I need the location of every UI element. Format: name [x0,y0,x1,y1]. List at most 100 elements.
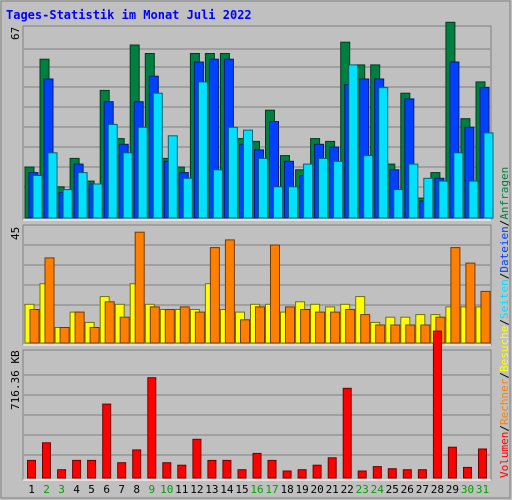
x-tick-label: 13 [205,483,218,496]
volume-bar-volumen-day-27 [417,469,427,479]
requests-bar-seiten-day-7 [122,152,133,219]
visits-bar-rechner-day-13 [209,247,220,344]
requests-ymax-label: 67 [9,27,22,40]
chart-panels [22,21,494,481]
requests-bar-seiten-day-5 [92,183,103,219]
visits-bar-rechner-day-18 [285,306,295,344]
requests-bar-seiten-day-16 [258,157,268,219]
legend-entry: / [498,425,511,432]
requests-bar-seiten-day-22 [348,64,359,219]
volume-bar-volumen-day-19 [297,469,307,479]
x-tick-label: 6 [103,483,110,496]
visits-bar-rechner-day-11 [179,306,190,344]
x-tick-label: 28 [431,483,444,496]
x-axis-day-labels: 1 2 3 4 5 6 7 8 9 10 11 12 13 14 15 16 17 18 19 20 21 22 23 24 2… [28,483,489,496]
x-tick-label: 29 [446,483,459,496]
volume-bar-volumen-day-22 [342,387,352,479]
volume-bar-volumen-day-28 [432,330,442,479]
visits-bar-rechner-day-12 [194,311,205,344]
x-tick-label: 10 [160,483,173,496]
x-tick-label: 12 [190,483,203,496]
volume-bar-volumen-day-16 [252,452,262,479]
requests-bar-seiten-day-8 [137,126,148,219]
x-tick-label: 8 [133,483,140,496]
x-tick-label: 18 [280,483,293,496]
legend-entry: Anfragen [498,167,511,220]
requests-bar-seiten-day-27 [423,177,434,219]
x-tick-label: 20 [310,483,323,496]
legend-entry: Volumen [498,432,511,478]
visits-panel [22,224,492,346]
requests-bar-seiten-day-26 [408,163,419,219]
visits-bar-rechner-day-20 [315,311,326,344]
x-tick-label: 31 [476,483,489,496]
requests-bar-seiten-day-17 [273,186,283,219]
requests-bar-seiten-day-13 [212,169,223,219]
volume-bar-volumen-day-30 [463,466,472,479]
requests-bar-seiten-day-21 [333,160,344,219]
visits-bar-rechner-day-30 [465,262,476,344]
x-tick-label: 1 [28,483,35,496]
x-tick-label: 9 [148,483,155,496]
right-legend: Volumen/Rechner/Besuche/Seiten/Dateien/A… [498,167,511,478]
visits-bar-rechner-day-7 [119,316,130,344]
legend-entry: / [498,273,511,280]
visits-bar-rechner-day-22 [345,309,356,344]
visits-bar-rechner-day-16 [255,306,265,344]
volume-bar-volumen-day-1 [27,459,36,479]
volume-bar-volumen-day-14 [222,459,232,479]
visits-bar-rechner-day-19 [300,309,311,344]
volume-bar-volumen-day-13 [207,459,217,479]
legend-entry: Rechner [498,378,511,425]
requests-bar-seiten-day-30 [468,180,479,219]
x-tick-label: 21 [326,483,339,496]
visits-bar-rechner-day-3 [59,327,70,344]
x-tick-label: 26 [401,483,414,496]
legend-entry: Seiten [498,279,511,319]
requests-bar-seiten-day-18 [288,186,298,219]
volume-bar-volumen-day-7 [117,462,127,479]
x-tick-label: 30 [461,483,474,496]
visits-bar-rechner-day-25 [390,324,401,344]
x-tick-label: 2 [43,483,50,496]
x-tick-label: 19 [295,483,308,496]
requests-bar-seiten-day-1 [32,175,43,219]
chart-title: Tages-Statistik im Monat Juli 2022 [6,8,252,22]
requests-bar-seiten-day-9 [152,92,163,219]
requests-bar-seiten-day-12 [197,81,208,219]
x-tick-label: 17 [265,483,278,496]
requests-bar-seiten-day-28 [438,180,449,219]
volume-bar-volumen-day-18 [282,470,292,479]
x-tick-label: 5 [88,483,95,496]
visits-ymax-label: 45 [9,227,22,240]
volume-bar-volumen-day-15 [237,469,247,479]
volume-bar-volumen-day-5 [87,459,97,479]
visits-bar-rechner-day-14 [224,239,235,344]
requests-bar-seiten-day-29 [453,152,464,219]
x-tick-label: 3 [58,483,65,496]
visits-bar-rechner-day-31 [480,290,491,344]
requests-bar-seiten-day-11 [182,177,193,219]
visits-bar-rechner-day-9 [149,306,160,344]
requests-bar-seiten-day-15 [243,129,253,219]
visits-bar-rechner-day-29 [450,247,461,344]
x-tick-label: 7 [118,483,125,496]
volume-bar-volumen-day-24 [372,466,382,479]
requests-bar-seiten-day-3 [62,189,73,219]
visits-bar-rechner-day-5 [89,327,100,344]
visits-bar-rechner-day-17 [270,244,280,344]
x-tick-label: 22 [341,483,354,496]
requests-bar-seiten-day-19 [303,163,314,219]
requests-bar-seiten-day-23 [363,155,374,219]
x-tick-label: 16 [250,483,263,496]
requests-bar-seiten-day-10 [167,135,178,219]
visits-bar-rechner-day-8 [134,231,145,344]
requests-bar-seiten-day-24 [378,87,389,219]
legend-entry: / [498,319,511,326]
volume-bar-volumen-day-9 [147,377,157,479]
requests-bar-seiten-day-31 [483,132,494,219]
legend-entry: / [498,372,511,379]
visits-bar-rechner-day-26 [405,324,416,344]
